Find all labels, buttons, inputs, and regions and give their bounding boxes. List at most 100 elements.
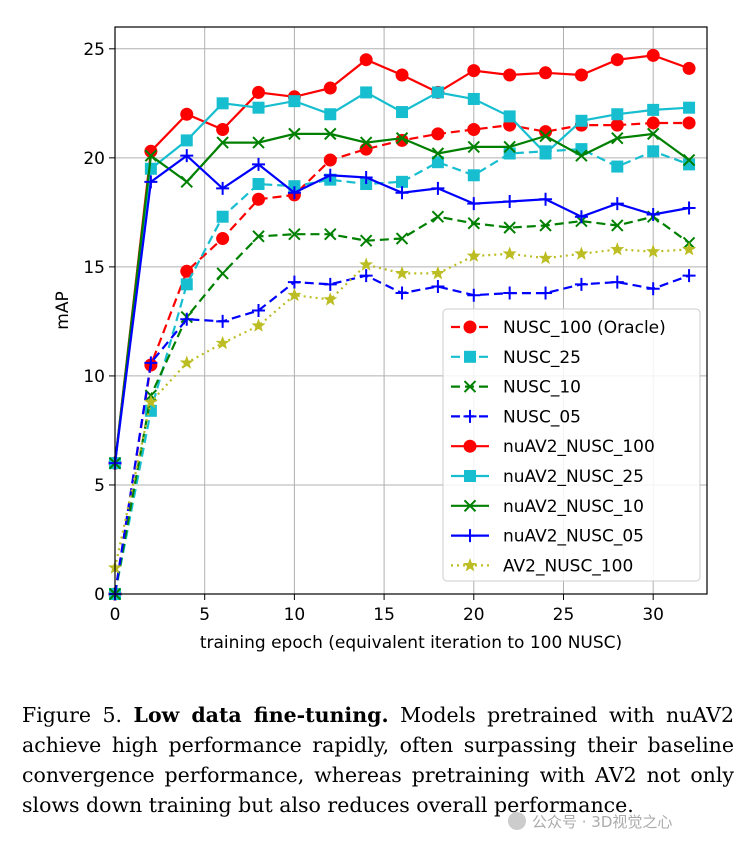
series-line bbox=[113, 147, 690, 595]
y-axis-label: mAP bbox=[53, 291, 73, 329]
x-tick-label: 30 bbox=[642, 605, 664, 625]
legend-item: nuAV2_NUSC_25 bbox=[451, 467, 644, 487]
x-tick-label: 15 bbox=[373, 605, 395, 625]
data-point bbox=[682, 201, 696, 215]
data-point bbox=[431, 156, 444, 169]
data-point bbox=[396, 106, 409, 119]
data-point bbox=[464, 350, 476, 363]
data-point bbox=[431, 210, 445, 223]
data-point bbox=[574, 68, 588, 82]
data-point bbox=[463, 380, 477, 393]
data-point bbox=[252, 136, 265, 149]
data-point bbox=[467, 140, 480, 154]
data-point bbox=[180, 312, 194, 326]
data-point bbox=[324, 127, 337, 141]
axis-ticks: 0 5 10 15 20 25 30 0 5 10 15 20 25 bbox=[83, 40, 664, 625]
legend-label: nuAV2_NUSC_100 bbox=[503, 437, 655, 457]
data-point bbox=[431, 127, 445, 141]
series-av2-nusc-100 bbox=[107, 241, 697, 574]
data-point bbox=[647, 145, 660, 158]
data-point bbox=[467, 288, 481, 302]
data-point bbox=[646, 282, 660, 296]
data-point bbox=[431, 86, 444, 99]
data-point bbox=[503, 68, 517, 82]
data-point bbox=[396, 175, 409, 188]
data-point bbox=[215, 335, 230, 350]
data-point bbox=[180, 149, 194, 163]
data-point bbox=[359, 170, 373, 184]
series-nuav2-nusc-10 bbox=[108, 127, 696, 470]
data-point bbox=[252, 101, 265, 114]
data-point bbox=[323, 292, 338, 306]
data-point bbox=[359, 142, 373, 156]
legend-label: NUSC_10 bbox=[503, 378, 581, 398]
legend-item: NUSC_100 (Oracle) bbox=[451, 318, 666, 338]
series-layer bbox=[107, 48, 697, 601]
data-point bbox=[467, 217, 480, 230]
data-point bbox=[394, 266, 410, 280]
figure-caption: Figure 5. Low data fine-tuning. Models p… bbox=[22, 700, 734, 820]
data-point bbox=[467, 197, 481, 211]
data-point bbox=[180, 134, 193, 147]
data-point bbox=[574, 210, 588, 224]
data-point bbox=[251, 318, 266, 332]
caption-text: Models pretrained with nuAV2 achieve hig… bbox=[22, 703, 734, 817]
data-point bbox=[463, 439, 477, 453]
data-point bbox=[180, 278, 193, 291]
data-point bbox=[144, 404, 157, 417]
legend-item: nuAV2_NUSC_05 bbox=[451, 527, 644, 547]
data-point bbox=[682, 116, 696, 130]
data-point bbox=[216, 122, 230, 136]
legend-label: nuAV2_NUSC_25 bbox=[503, 467, 644, 487]
data-point bbox=[431, 181, 445, 195]
legend-item: NUSC_05 bbox=[451, 407, 581, 427]
data-point bbox=[539, 192, 553, 206]
data-point bbox=[252, 304, 266, 317]
legend-label: NUSC_05 bbox=[503, 407, 581, 427]
x-tick-label: 25 bbox=[553, 605, 575, 625]
y-tick-label: 20 bbox=[83, 149, 105, 169]
data-point bbox=[323, 168, 337, 182]
y-tick-label: 15 bbox=[83, 258, 105, 278]
data-point bbox=[324, 108, 337, 121]
data-point bbox=[646, 244, 661, 258]
data-point bbox=[252, 85, 266, 99]
data-point bbox=[503, 110, 516, 123]
data-point bbox=[431, 280, 445, 294]
data-point bbox=[503, 140, 516, 154]
data-point bbox=[144, 149, 158, 162]
data-point bbox=[462, 558, 478, 572]
legend-item: nuAV2_NUSC_10 bbox=[451, 497, 644, 517]
watermark-text: 公众号 · 3D视觉之心 bbox=[532, 813, 673, 831]
legend-item: AV2_NUSC_100 bbox=[451, 556, 633, 576]
data-point bbox=[180, 264, 194, 278]
legend-label: AV2_NUSC_100 bbox=[503, 556, 633, 576]
data-point bbox=[359, 257, 374, 271]
data-point bbox=[646, 116, 660, 130]
data-point bbox=[323, 81, 337, 95]
data-point bbox=[395, 232, 409, 245]
series-nusc-100-oracle bbox=[108, 116, 696, 601]
data-point bbox=[610, 242, 625, 256]
caption-label: Figure 5. bbox=[22, 703, 123, 727]
data-point bbox=[682, 269, 696, 283]
data-point bbox=[144, 162, 157, 175]
data-point bbox=[574, 277, 588, 291]
data-point bbox=[467, 64, 481, 78]
data-point bbox=[288, 95, 301, 108]
data-point bbox=[574, 246, 589, 260]
data-point bbox=[610, 53, 624, 67]
data-point bbox=[646, 208, 660, 222]
data-point bbox=[539, 286, 553, 300]
data-point bbox=[611, 160, 624, 173]
data-point bbox=[575, 114, 588, 127]
data-point bbox=[179, 355, 194, 369]
data-point bbox=[395, 68, 409, 82]
x-tick-label: 20 bbox=[463, 605, 485, 625]
data-point bbox=[252, 230, 265, 243]
data-point bbox=[611, 132, 624, 145]
legend-label: NUSC_25 bbox=[503, 348, 581, 368]
data-point bbox=[359, 234, 373, 247]
data-point bbox=[144, 356, 158, 370]
data-point bbox=[683, 158, 696, 171]
